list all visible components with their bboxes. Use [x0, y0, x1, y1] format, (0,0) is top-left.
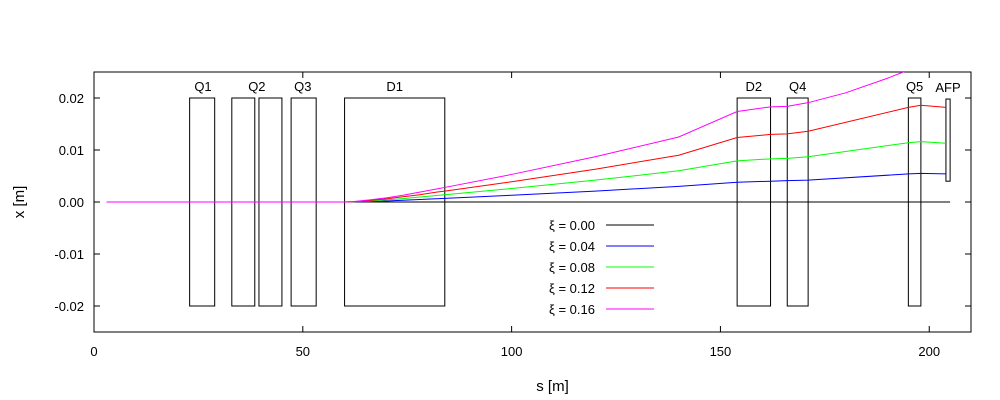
element-label: Q2: [248, 79, 265, 94]
y-tick-label: 0.02: [59, 91, 84, 106]
x-tick-label: 200: [918, 344, 940, 359]
x-tick-label: 50: [296, 344, 310, 359]
element-label: Q4: [789, 79, 806, 94]
element-box: [945, 98, 951, 182]
x-axis-title: s [m]: [536, 378, 569, 395]
y-axis-title: x [m]: [11, 186, 28, 219]
y-tick-label: -0.01: [54, 247, 84, 262]
element-label: Q1: [194, 79, 211, 94]
x-tick-label: 150: [710, 344, 732, 359]
element-label: AFP: [935, 80, 960, 95]
element-label: Q5: [906, 79, 923, 94]
element-label: D2: [746, 79, 763, 94]
legend-label: ξ = 0.16: [549, 302, 595, 317]
series-line: [106, 72, 905, 203]
legend-label: ξ = 0.12: [549, 281, 595, 296]
legend-label: ξ = 0.00: [549, 218, 595, 233]
legend-label: ξ = 0.04: [549, 239, 595, 254]
series-line: [106, 104, 946, 203]
series-line: [106, 172, 946, 203]
legend-label: ξ = 0.08: [549, 260, 595, 275]
x-tick-label: 100: [501, 344, 523, 359]
series-group: [106, 72, 951, 203]
element-label: D1: [386, 79, 403, 94]
series-line: [106, 141, 946, 203]
y-tick-label: 0.01: [59, 143, 84, 158]
y-tick-label: -0.02: [54, 299, 84, 314]
x-tick-label: 0: [90, 344, 97, 359]
y-tick-label: 0.00: [59, 195, 84, 210]
element-label: Q3: [294, 79, 311, 94]
